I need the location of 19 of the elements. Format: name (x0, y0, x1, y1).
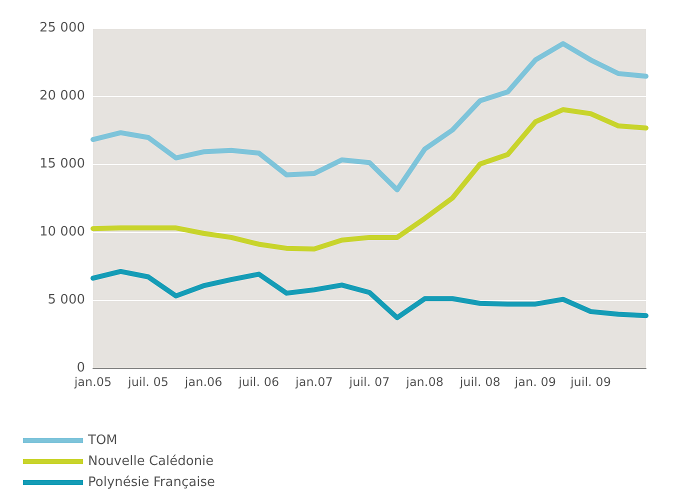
legend-label: TOM (87, 433, 118, 448)
x-tick-label: jan. 09 (514, 375, 556, 389)
x-tick-label: juil. 08 (458, 375, 500, 389)
x-tick-label: jan.07 (294, 375, 333, 389)
x-tick-label: juil. 09 (569, 375, 611, 389)
x-tick-label: jan.06 (184, 375, 222, 389)
y-tick-label: 0 (76, 360, 85, 376)
x-tick-label: jan.05 (73, 375, 112, 389)
x-tick-label: juil. 07 (348, 375, 390, 389)
legend-label: Polynésie Française (88, 475, 215, 490)
x-tick-label: juil. 06 (238, 375, 280, 389)
x-tick-label: jan.08 (405, 375, 444, 389)
y-tick-label: 15 000 (40, 156, 85, 172)
legend-label: Nouvelle Calédonie (88, 454, 214, 469)
y-tick-label: 20 000 (40, 88, 85, 104)
x-tick-label: juil. 05 (127, 375, 169, 389)
y-tick-label: 25 000 (40, 20, 85, 36)
y-tick-label: 5 000 (48, 292, 85, 308)
y-tick-label: 10 000 (40, 224, 85, 240)
